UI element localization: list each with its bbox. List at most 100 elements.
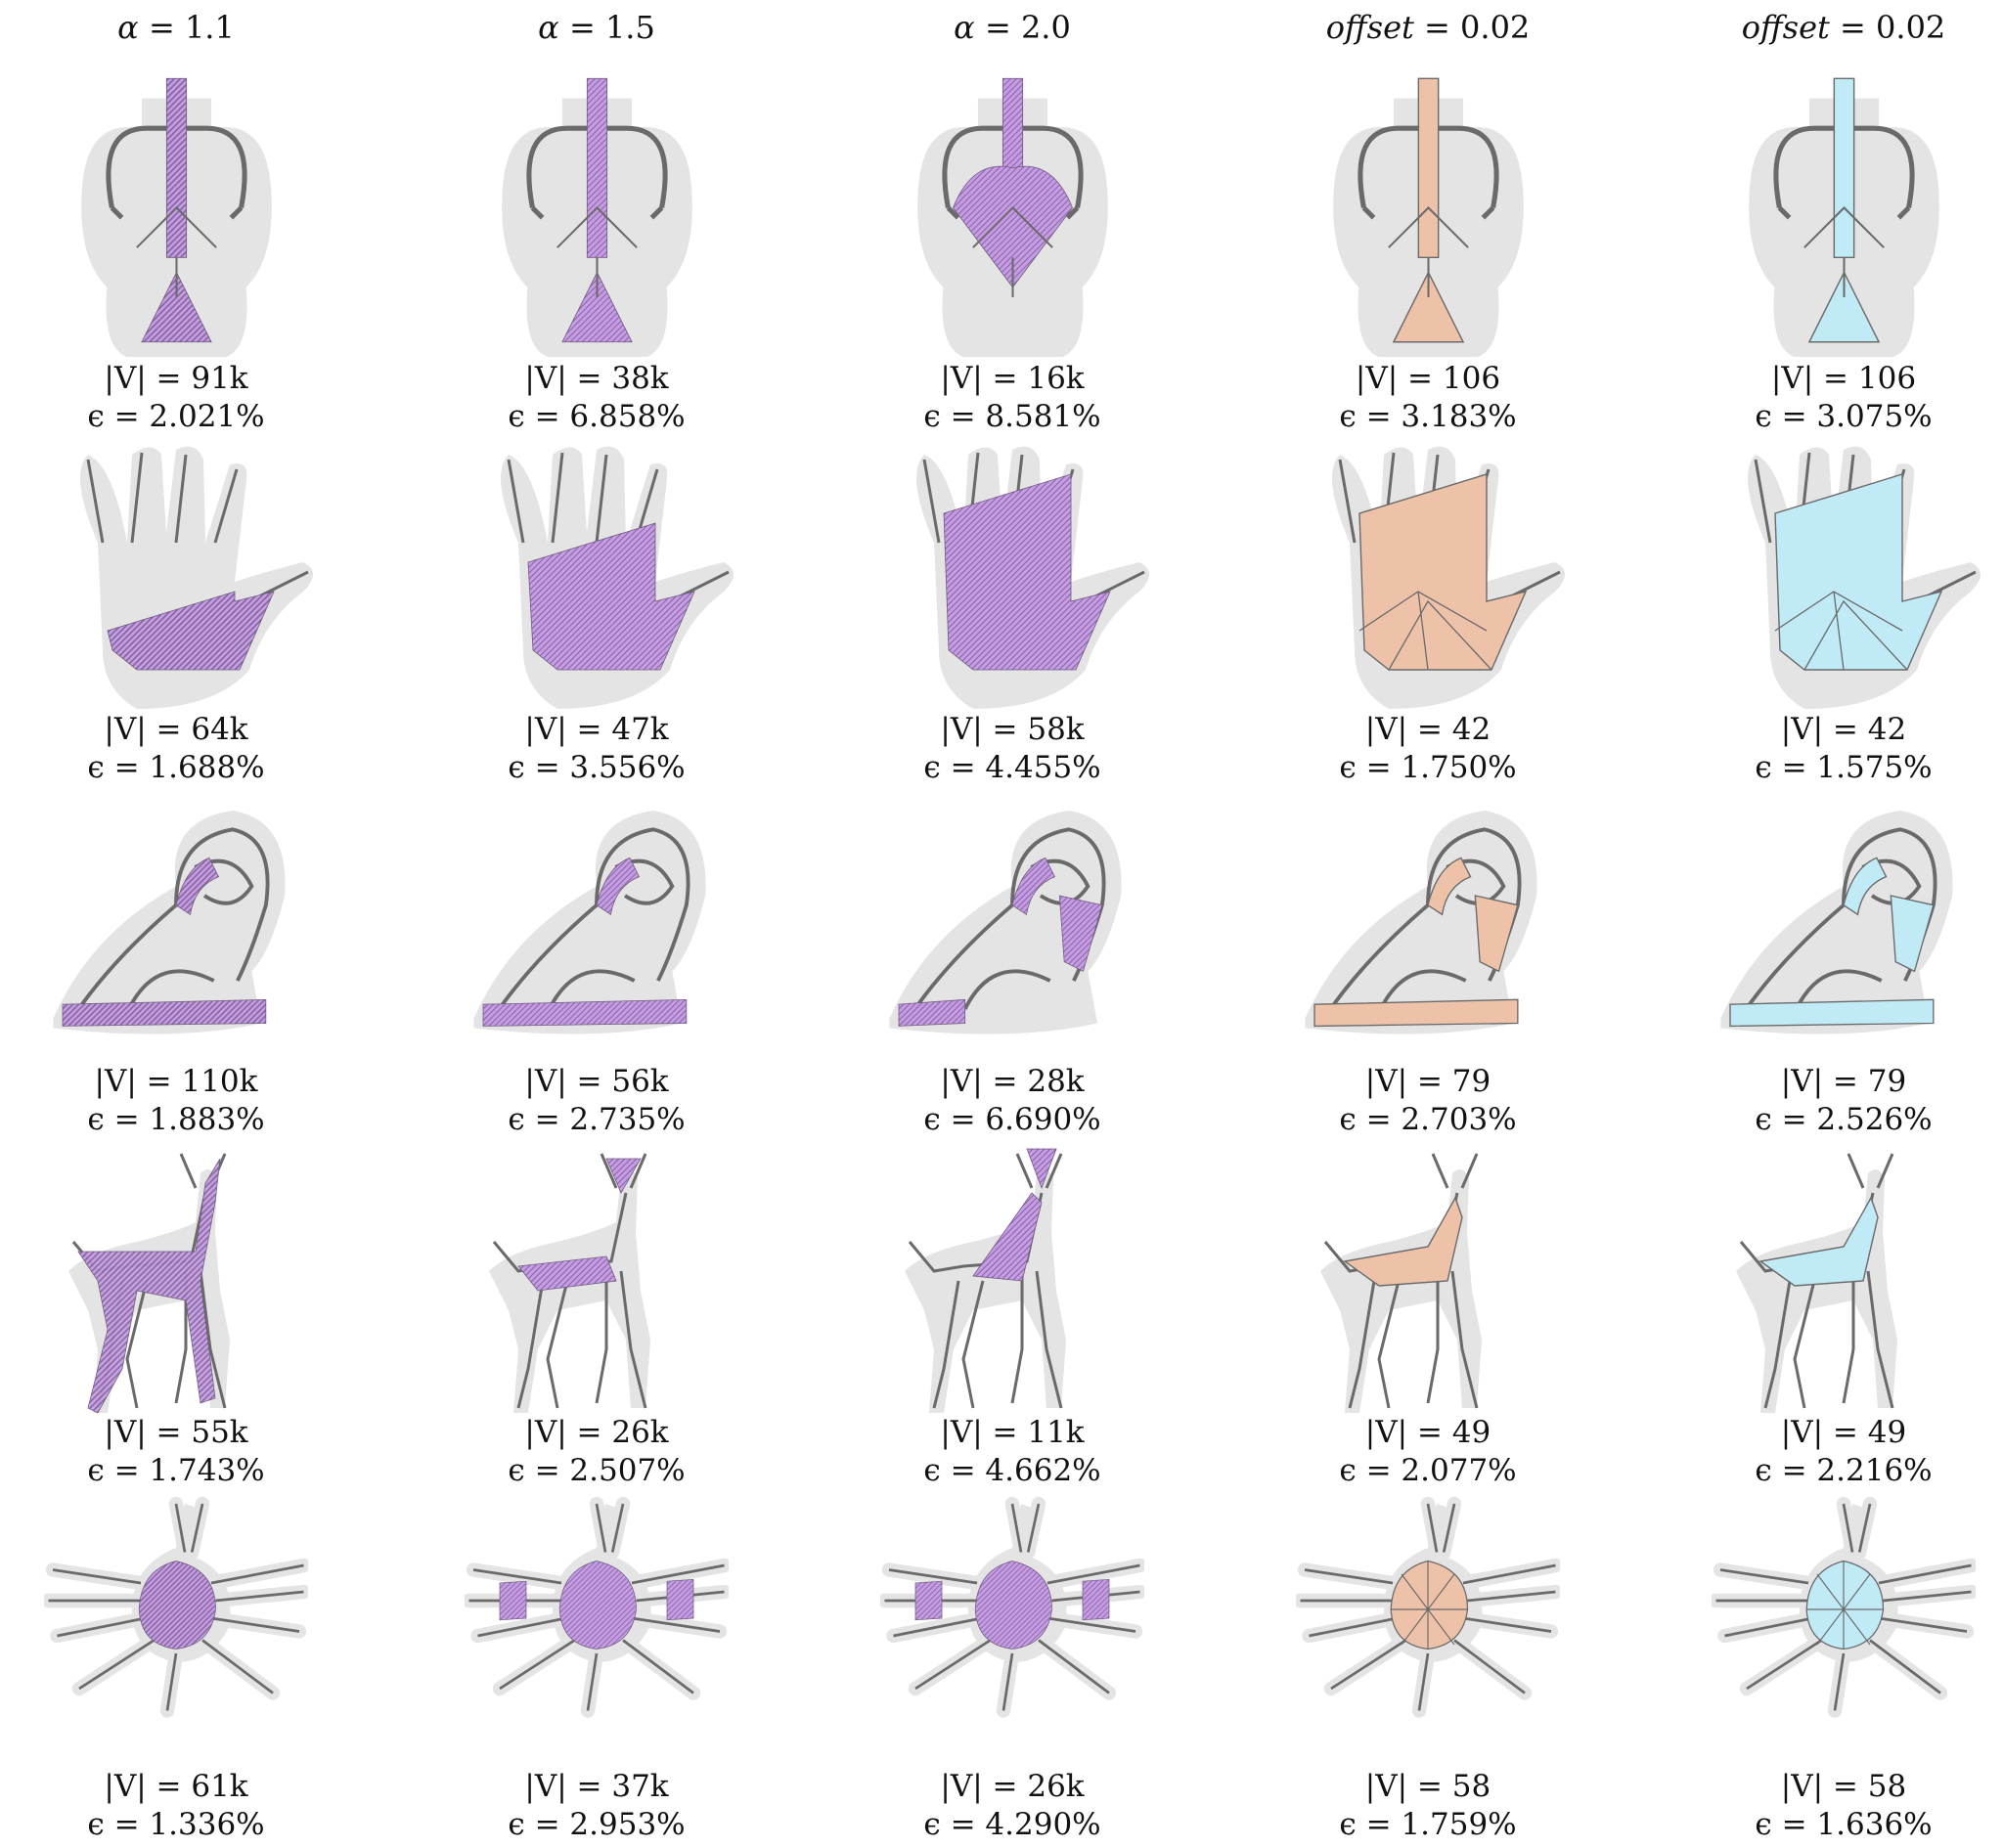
header-value: = 0.02	[1413, 9, 1531, 46]
sculpture-render-col3	[870, 782, 1154, 1066]
cell-caption: |V| = 91k ϵ = 2.021%	[29, 360, 323, 436]
cell-caption: |V| = 79 ϵ = 2.526%	[1697, 1063, 1990, 1139]
vertex-count-label: |V| = 106	[1770, 361, 1917, 396]
vertex-count-label: |V| = 56k	[524, 1064, 669, 1099]
error-label: ϵ = 8.581%	[923, 399, 1101, 434]
header-symbol: offset	[1325, 9, 1414, 46]
vertex-count-label: |V| = 58k	[940, 712, 1085, 747]
column-header-3: α = 2.0	[866, 6, 1159, 49]
error-label: ϵ = 6.858%	[508, 399, 686, 434]
vertex-count-label: |V| = 58	[1780, 1769, 1907, 1804]
cell-caption: |V| = 42 ϵ = 1.750%	[1281, 711, 1575, 787]
vertex-count-label: |V| = 61k	[104, 1769, 248, 1804]
cell-caption: |V| = 16k ϵ = 8.581%	[866, 360, 1159, 436]
vertex-count-label: |V| = 58	[1364, 1769, 1491, 1804]
error-label: ϵ = 4.662%	[923, 1453, 1101, 1488]
cell-caption: |V| = 28k ϵ = 6.690%	[866, 1063, 1159, 1139]
error-label: ϵ = 3.075%	[1755, 399, 1933, 434]
deer-render-col1	[29, 1134, 323, 1428]
vertex-count-label: |V| = 28k	[940, 1064, 1085, 1099]
cell-caption: |V| = 38k ϵ = 6.858%	[450, 360, 743, 436]
vertex-count-label: |V| = 79	[1780, 1064, 1907, 1099]
error-label: ϵ = 2.216%	[1755, 1453, 1933, 1488]
cell-caption: |V| = 49 ϵ = 2.216%	[1697, 1414, 1990, 1490]
error-label: ϵ = 1.883%	[87, 1102, 265, 1137]
header-symbol: α	[538, 9, 559, 46]
vertex-count-label: |V| = 16k	[940, 361, 1085, 396]
error-label: ϵ = 1.750%	[1339, 750, 1517, 785]
cell-caption: |V| = 110k ϵ = 1.883%	[29, 1063, 323, 1139]
vertex-count-label: |V| = 26k	[940, 1769, 1085, 1804]
error-label: ϵ = 2.077%	[1339, 1453, 1517, 1488]
vertex-count-label: |V| = 26k	[524, 1415, 669, 1450]
hand-render-col1	[29, 435, 323, 728]
hand-render-col5	[1697, 435, 1990, 728]
vase-render-col2	[448, 59, 746, 357]
cell-caption: |V| = 79 ϵ = 2.703%	[1281, 1063, 1575, 1139]
cell-caption: |V| = 58 ϵ = 1.636%	[1697, 1768, 1990, 1844]
cell-caption: |V| = 61k ϵ = 1.336%	[29, 1768, 323, 1844]
error-label: ϵ = 1.759%	[1339, 1807, 1517, 1842]
header-symbol: α	[117, 9, 139, 46]
hand-render-col2	[450, 435, 743, 728]
cell-caption: |V| = 26k ϵ = 2.507%	[450, 1414, 743, 1490]
vertex-count-label: |V| = 79	[1364, 1064, 1491, 1099]
vertex-count-label: |V| = 37k	[524, 1769, 669, 1804]
column-header-2: α = 1.5	[450, 6, 743, 49]
deer-render-col3	[866, 1134, 1159, 1428]
header-symbol: offset	[1741, 9, 1830, 46]
cell-caption: |V| = 11k ϵ = 4.662%	[866, 1414, 1159, 1490]
vertex-count-label: |V| = 49	[1780, 1415, 1907, 1450]
deer-render-col5	[1697, 1134, 1990, 1428]
error-label: ϵ = 3.183%	[1339, 399, 1517, 434]
cell-caption: |V| = 37k ϵ = 2.953%	[450, 1768, 743, 1844]
spider-render-col4	[1296, 1486, 1560, 1750]
error-label: ϵ = 4.455%	[923, 750, 1101, 785]
vase-render-col3	[864, 59, 1162, 357]
cell-caption: |V| = 55k ϵ = 1.743%	[29, 1414, 323, 1490]
cell-caption: |V| = 58k ϵ = 4.455%	[866, 711, 1159, 787]
vase-render-col1	[27, 59, 326, 357]
error-label: ϵ = 2.953%	[508, 1807, 686, 1842]
error-label: ϵ = 4.290%	[923, 1807, 1101, 1842]
hand-render-col4	[1281, 435, 1575, 728]
sculpture-render-col2	[455, 782, 738, 1066]
error-label: ϵ = 1.636%	[1755, 1807, 1933, 1842]
column-header-1: α = 1.1	[29, 6, 323, 49]
error-label: ϵ = 1.575%	[1755, 750, 1933, 785]
vertex-count-label: |V| = 110k	[94, 1064, 258, 1099]
header-value: = 0.02	[1829, 9, 1946, 46]
error-label: ϵ = 2.021%	[87, 399, 265, 434]
cell-caption: |V| = 47k ϵ = 3.556%	[450, 711, 743, 787]
vase-render-col5	[1695, 59, 1993, 357]
vase-render-col4	[1279, 59, 1578, 357]
sculpture-render-col1	[34, 782, 318, 1066]
vertex-count-label: |V| = 55k	[104, 1415, 248, 1450]
column-header-4: offset = 0.02	[1281, 6, 1575, 49]
cell-caption: |V| = 64k ϵ = 1.688%	[29, 711, 323, 787]
header-value: = 1.1	[138, 9, 235, 46]
error-label: ϵ = 6.690%	[923, 1102, 1101, 1137]
spider-render-col1	[44, 1486, 308, 1750]
sculpture-render-col4	[1286, 782, 1570, 1066]
error-label: ϵ = 2.703%	[1339, 1102, 1517, 1137]
vertex-count-label: |V| = 91k	[104, 361, 248, 396]
column-header-5: offset = 0.02	[1697, 6, 1990, 49]
spider-render-col2	[465, 1486, 729, 1750]
cell-caption: |V| = 106 ϵ = 3.075%	[1697, 360, 1990, 436]
spider-render-col5	[1712, 1486, 1976, 1750]
vertex-count-label: |V| = 47k	[524, 712, 669, 747]
error-label: ϵ = 1.688%	[87, 750, 265, 785]
error-label: ϵ = 1.743%	[87, 1453, 265, 1488]
vertex-count-label: |V| = 11k	[940, 1415, 1085, 1450]
vertex-count-label: |V| = 42	[1780, 712, 1907, 747]
error-label: ϵ = 2.507%	[508, 1453, 686, 1488]
cell-caption: |V| = 58 ϵ = 1.759%	[1281, 1768, 1575, 1844]
vertex-count-label: |V| = 64k	[104, 712, 248, 747]
error-label: ϵ = 2.735%	[508, 1102, 686, 1137]
vertex-count-label: |V| = 49	[1364, 1415, 1491, 1450]
header-symbol: α	[954, 9, 975, 46]
cell-caption: |V| = 106 ϵ = 3.183%	[1281, 360, 1575, 436]
vertex-count-label: |V| = 42	[1364, 712, 1491, 747]
